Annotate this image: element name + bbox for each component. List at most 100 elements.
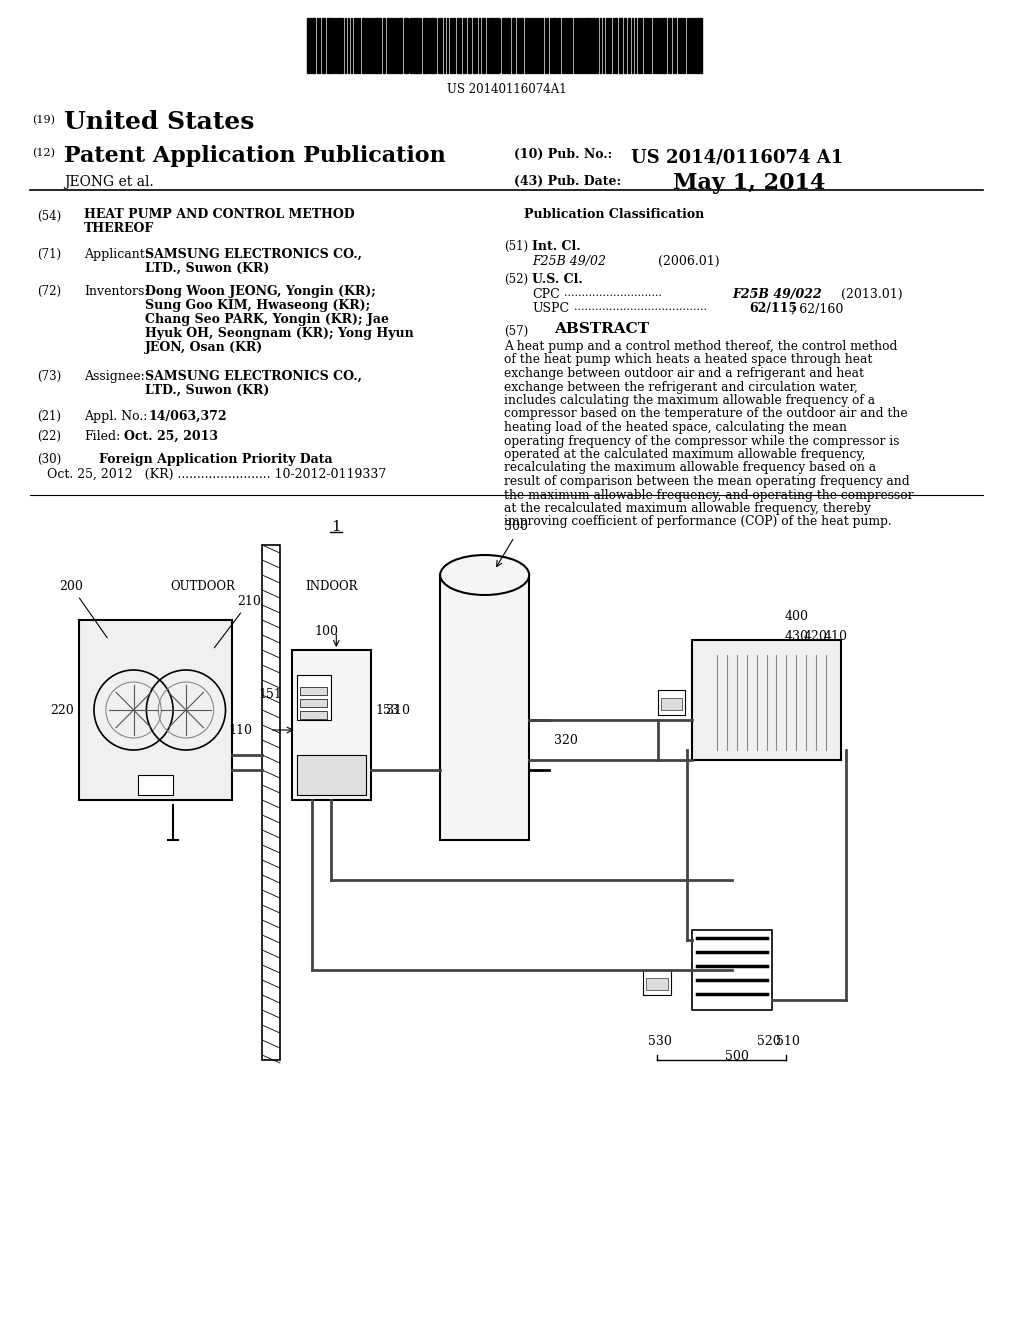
Text: includes calculating the maximum allowable frequency of a: includes calculating the maximum allowab… <box>505 393 876 407</box>
Bar <box>596 18 598 73</box>
Text: Chang Seo PARK, Yongin (KR); Jae: Chang Seo PARK, Yongin (KR); Jae <box>145 313 389 326</box>
Text: USPC: USPC <box>532 302 569 315</box>
Bar <box>525 18 527 73</box>
Bar <box>368 18 370 73</box>
Bar <box>411 18 413 73</box>
Bar <box>625 18 626 73</box>
Bar <box>552 18 555 73</box>
Bar <box>328 18 331 73</box>
Text: JEON, Osan (KR): JEON, Osan (KR) <box>145 341 263 354</box>
Bar <box>697 18 699 73</box>
Text: 400: 400 <box>784 610 808 623</box>
Bar <box>338 18 341 73</box>
Text: 220: 220 <box>50 704 74 717</box>
Bar <box>354 18 356 73</box>
Bar <box>537 18 539 73</box>
Bar <box>311 18 314 73</box>
Text: 151: 151 <box>258 689 282 701</box>
Text: (43) Pub. Date:: (43) Pub. Date: <box>514 176 622 187</box>
Bar <box>660 698 682 710</box>
Text: 420: 420 <box>804 630 828 643</box>
Bar <box>459 18 461 73</box>
Bar <box>659 18 662 73</box>
Text: US 2014/0116074 A1: US 2014/0116074 A1 <box>631 148 844 166</box>
Text: US 20140116074A1: US 20140116074A1 <box>446 83 566 96</box>
Text: Hyuk OH, Seongnam (KR); Yong Hyun: Hyuk OH, Seongnam (KR); Yong Hyun <box>145 327 414 341</box>
Text: 410: 410 <box>823 630 848 643</box>
Bar <box>440 576 529 840</box>
Bar <box>297 675 332 719</box>
Text: F25B 49/022: F25B 49/022 <box>732 288 821 301</box>
Text: SAMSUNG ELECTRONICS CO.,: SAMSUNG ELECTRONICS CO., <box>145 248 362 261</box>
Text: (71): (71) <box>38 248 61 261</box>
Text: ............................: ............................ <box>564 288 662 298</box>
Bar <box>468 18 471 73</box>
Bar <box>512 18 515 73</box>
Text: 500: 500 <box>725 1049 749 1063</box>
Bar <box>628 18 630 73</box>
Text: Assignee:: Assignee: <box>84 370 144 383</box>
Bar <box>532 18 535 73</box>
Text: operated at the calculated maximum allowable frequency,: operated at the calculated maximum allow… <box>505 447 866 461</box>
Text: Appl. No.:: Appl. No.: <box>84 411 147 422</box>
Text: (57): (57) <box>505 325 528 338</box>
Text: operating frequency of the compressor while the compressor is: operating frequency of the compressor wh… <box>505 434 900 447</box>
Text: LTD., Suwon (KR): LTD., Suwon (KR) <box>145 261 269 275</box>
Text: 1: 1 <box>332 520 341 535</box>
Text: exchange between outdoor air and a refrigerant and heat: exchange between outdoor air and a refri… <box>505 367 864 380</box>
Text: F25B 49/02: F25B 49/02 <box>532 255 606 268</box>
Bar <box>585 18 588 73</box>
Text: recalculating the maximum allowable frequency based on a: recalculating the maximum allowable freq… <box>505 462 877 474</box>
Text: 210: 210 <box>214 595 261 648</box>
Text: May 1, 2014: May 1, 2014 <box>673 172 825 194</box>
Text: LTD., Suwon (KR): LTD., Suwon (KR) <box>145 384 269 397</box>
Text: (30): (30) <box>38 453 61 466</box>
Text: 153: 153 <box>376 704 399 717</box>
Bar <box>393 18 395 73</box>
Text: heating load of the heated space, calculating the mean: heating load of the heated space, calcul… <box>505 421 848 434</box>
Bar <box>431 18 434 73</box>
Bar <box>620 18 623 73</box>
Bar <box>582 18 584 73</box>
Text: 510: 510 <box>776 1035 801 1048</box>
Text: improving coefficient of performance (COP) of the heat pump.: improving coefficient of performance (CO… <box>505 516 892 528</box>
Text: JEONG et al.: JEONG et al. <box>65 176 154 189</box>
Bar <box>653 18 654 73</box>
Text: 520: 520 <box>757 1035 780 1048</box>
Bar <box>473 18 475 73</box>
Bar <box>643 970 671 995</box>
Bar <box>657 690 685 715</box>
Text: A heat pump and a control method thereof, the control method: A heat pump and a control method thereof… <box>505 341 898 352</box>
Text: THEREOF: THEREOF <box>84 222 155 235</box>
Bar <box>362 18 365 73</box>
Text: (54): (54) <box>38 210 61 223</box>
Text: ......................................: ...................................... <box>573 302 707 312</box>
Text: HEAT PUMP AND CONTROL METHOD: HEAT PUMP AND CONTROL METHOD <box>84 209 354 220</box>
Bar <box>481 18 484 73</box>
Text: of the heat pump which heats a heated space through heat: of the heat pump which heats a heated sp… <box>505 354 872 367</box>
Text: at the recalculated maximum allowable frequency, thereby: at the recalculated maximum allowable fr… <box>505 502 871 515</box>
Bar <box>398 18 401 73</box>
Bar <box>440 18 442 73</box>
Text: ABSTRACT: ABSTRACT <box>554 322 649 337</box>
Text: (73): (73) <box>38 370 61 383</box>
Bar <box>383 18 385 73</box>
Text: Dong Woon JEONG, Yongin (KR);: Dong Woon JEONG, Yongin (KR); <box>145 285 376 298</box>
Bar <box>300 700 328 708</box>
Bar <box>594 18 595 73</box>
Bar <box>638 18 640 73</box>
Text: Sung Goo KIM, Hwaseong (KR);: Sung Goo KIM, Hwaseong (KR); <box>145 300 371 312</box>
Bar <box>615 18 617 73</box>
Text: CPC: CPC <box>532 288 560 301</box>
Text: (51): (51) <box>505 240 528 253</box>
Bar <box>505 18 507 73</box>
Bar <box>300 686 328 696</box>
Text: Filed:: Filed: <box>84 430 121 444</box>
Text: (21): (21) <box>38 411 61 422</box>
Text: Oct. 25, 2013: Oct. 25, 2013 <box>124 430 218 444</box>
Text: 300: 300 <box>505 520 528 533</box>
Bar <box>306 18 308 73</box>
Text: 530: 530 <box>648 1035 672 1048</box>
Bar <box>692 931 771 1010</box>
Text: 430: 430 <box>784 630 808 643</box>
